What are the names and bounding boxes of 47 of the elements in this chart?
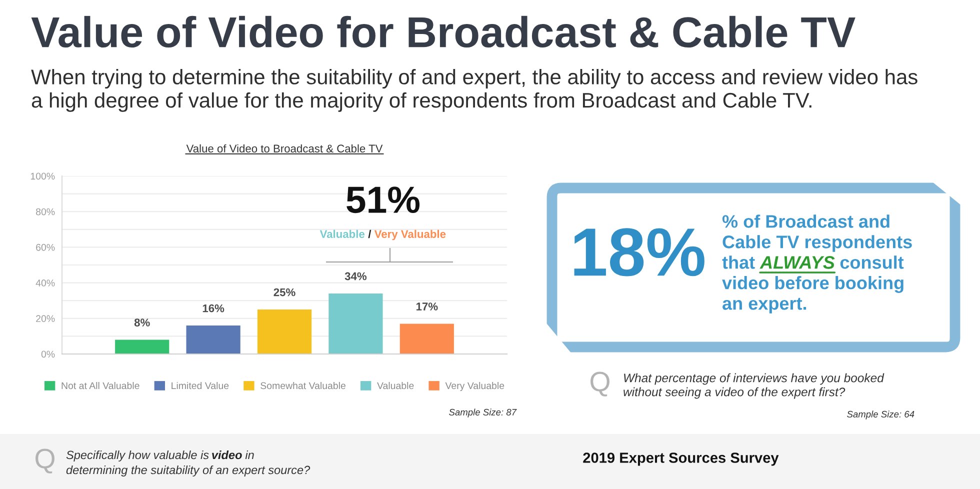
- text: video: [212, 450, 242, 460]
- data-label: 8%: [134, 318, 150, 326]
- annotation: Valuable: [320, 230, 364, 238]
- data-label: 17%: [416, 302, 438, 310]
- text: Cable TV respondents: [722, 235, 912, 252]
- legend-label: Limited Value: [172, 382, 229, 390]
- text: determining the suitability of an expert source?: [66, 466, 310, 477]
- legend-label: Somewhat Valuable: [260, 382, 346, 390]
- annotation: Very Valuable: [374, 230, 446, 240]
- data-label: 16%: [202, 304, 224, 312]
- y-tick-label: 0%: [41, 350, 55, 358]
- legend-label: Valuable: [377, 382, 414, 390]
- legend-label: Very Valuable: [445, 382, 504, 392]
- text: Value of Video for Broadcast & Cable TV: [31, 16, 856, 48]
- bar: [328, 293, 383, 354]
- bar: [186, 326, 240, 354]
- text: video before booking: [722, 276, 904, 293]
- text: 18%: [574, 228, 704, 276]
- text: without seeing a video of the expert first?: [624, 387, 846, 399]
- text: Sample Size: 64: [847, 410, 914, 420]
- text: What percentage of interviews have you booked: [624, 373, 884, 385]
- text: % of Broadcast and: [722, 214, 890, 228]
- bar: [400, 324, 454, 354]
- y-tick-label: 20%: [36, 315, 55, 322]
- text: consult: [840, 256, 904, 269]
- text: Specifically how valuable is: [66, 450, 209, 462]
- data-label: 25%: [274, 288, 296, 296]
- text: in: [245, 450, 254, 460]
- text: Sample Size: 87: [449, 408, 517, 418]
- data-label: 34%: [344, 272, 367, 280]
- annotation: /: [368, 230, 372, 238]
- bar: [257, 310, 312, 354]
- y-tick-label: 100%: [30, 172, 55, 180]
- bar: [115, 340, 170, 354]
- text: that: [722, 256, 755, 269]
- text: 2019 Expert Sources Survey: [583, 452, 779, 466]
- y-tick-label: 80%: [36, 208, 55, 216]
- y-tick-label: 40%: [36, 280, 55, 286]
- text: When trying to determine the suitability of and expert, the ability to access and review video has a high degree of value for the majority of respondents from Broadcast and Cable TV.: [31, 69, 918, 112]
- text: an expert.: [722, 298, 806, 314]
- text: Q: [36, 448, 54, 474]
- text: Q: [590, 372, 610, 396]
- chart-title: Value of Video to Broadcast & Cable TV: [186, 144, 383, 152]
- annotation: 51%: [346, 186, 420, 214]
- legend-label: Not at All Valuable: [62, 382, 140, 390]
- y-tick-label: 60%: [36, 244, 55, 251]
- text: ALWAYS: [760, 256, 835, 269]
